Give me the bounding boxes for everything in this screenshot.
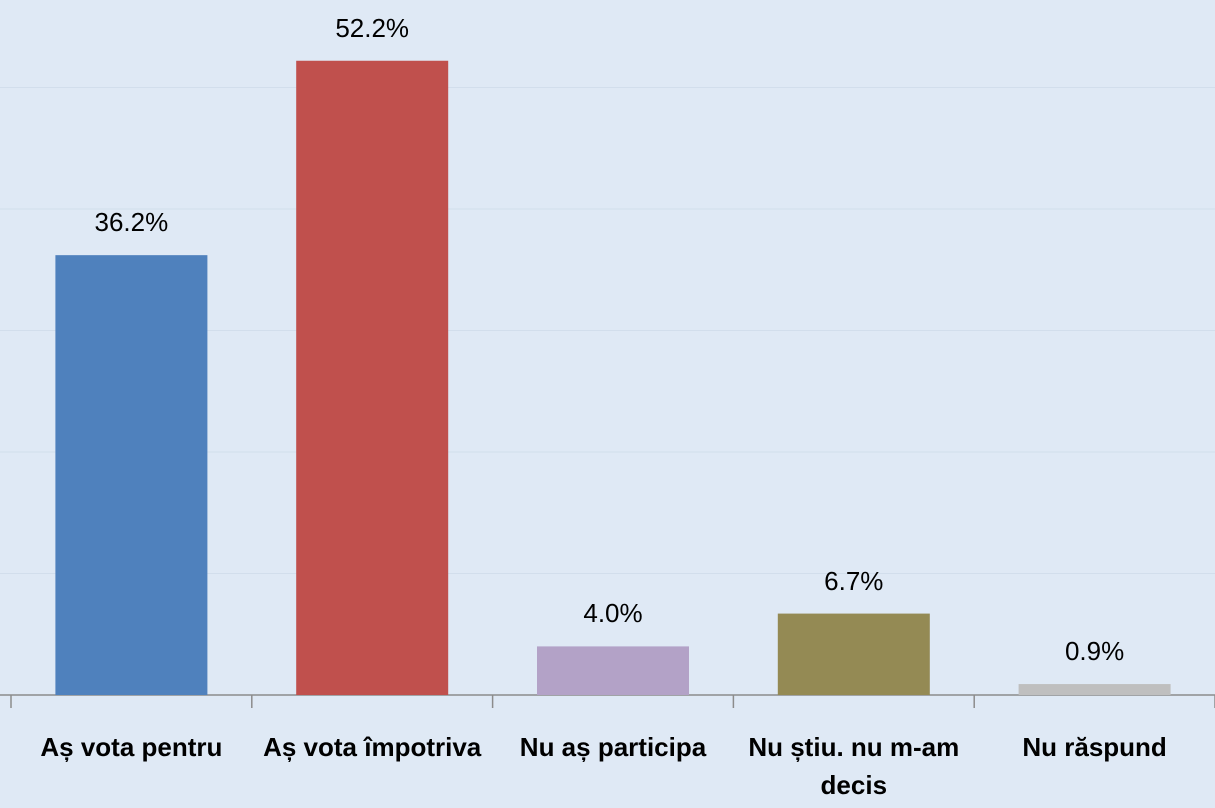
value-label: 0.9% bbox=[1064, 636, 1125, 667]
bar bbox=[296, 60, 449, 695]
value-label: 52.2% bbox=[335, 12, 410, 43]
bar bbox=[537, 646, 689, 695]
x-tick-label: Nu răspund bbox=[1022, 732, 1167, 762]
x-tick-label: Nu aș participa bbox=[519, 732, 707, 762]
value-label: 4.0% bbox=[583, 598, 643, 629]
bar bbox=[1018, 684, 1171, 695]
value-label: 6.7% bbox=[824, 565, 884, 596]
bar bbox=[55, 255, 208, 695]
value-label: 36.2% bbox=[94, 207, 169, 238]
x-tick-label: Nu știu. nu m-am decis bbox=[748, 732, 960, 800]
x-tick-label: Aș vota împotriva bbox=[263, 732, 482, 762]
bar bbox=[777, 613, 930, 695]
x-tick-label: Aș vota pentru bbox=[40, 732, 223, 762]
